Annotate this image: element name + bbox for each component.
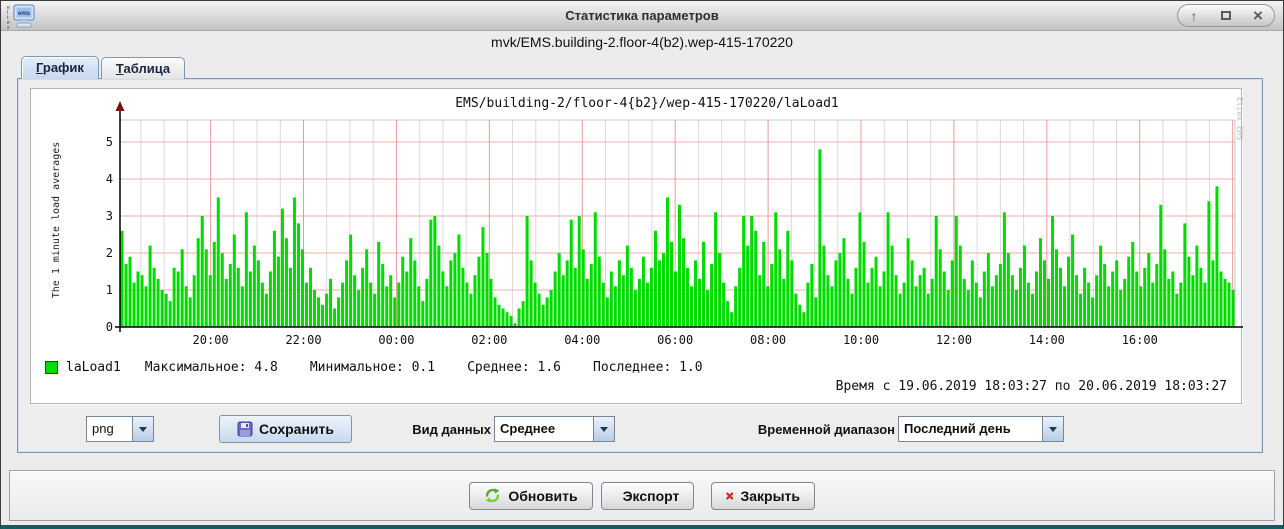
- maximize-button[interactable]: [1214, 6, 1238, 25]
- svg-text:ems: ems: [18, 11, 31, 17]
- format-select-button[interactable]: [132, 417, 153, 441]
- chart-legend: laLoad1 Максимальное: 4.8 Минимальное: 0…: [45, 360, 735, 375]
- data-kind-label: Вид данных: [412, 422, 491, 437]
- svg-text:06:00: 06:00: [657, 333, 693, 347]
- export-button-label: Экспорт: [622, 487, 680, 504]
- close-x-icon: [726, 492, 734, 499]
- svg-text:2: 2: [106, 246, 113, 260]
- legend-max: Максимальное: 4.8: [144, 360, 278, 375]
- tab-grafik-label: График: [36, 60, 84, 75]
- svg-text:16:00: 16:00: [1122, 333, 1158, 347]
- svg-text:e: e: [7, 20, 10, 26]
- svg-text:08:00: 08:00: [750, 333, 786, 347]
- refresh-button-label: Обновить: [508, 487, 578, 504]
- time-range-select-button[interactable]: [1042, 417, 1063, 441]
- format-select-value: png: [92, 421, 114, 436]
- svg-text:20:00: 20:00: [193, 333, 229, 347]
- svg-text:22:00: 22:00: [285, 333, 321, 347]
- footer-button-bar: Обновить Экспорт Закрыть: [9, 470, 1275, 521]
- svg-text:00:00: 00:00: [378, 333, 414, 347]
- chevron-down-icon: [1049, 426, 1057, 432]
- save-button-label: Сохранить: [259, 421, 334, 437]
- data-kind-select-button[interactable]: [593, 417, 614, 441]
- svg-text:10:00: 10:00: [843, 333, 879, 347]
- tab-tablica[interactable]: Таблица: [100, 57, 186, 79]
- tab-tablica-label: Таблица: [115, 61, 171, 76]
- legend-series-name: laLoad1: [66, 360, 121, 375]
- svg-text:12:00: 12:00: [936, 333, 972, 347]
- legend-last: Последнее: 1.0: [593, 360, 703, 375]
- svg-text:l: l: [7, 10, 8, 16]
- svg-text:3: 3: [106, 209, 113, 223]
- close-button-label: Закрыть: [740, 487, 800, 504]
- chevron-down-icon: [139, 426, 147, 432]
- load-average-bar-chart: 0 1 2 3 4 5 20:00 22:00 00:00 02:00 04:00 06:00 08:0…: [51, 96, 1243, 347]
- tab-bar: График Таблица: [21, 56, 187, 79]
- close-button[interactable]: Закрыть: [711, 481, 815, 510]
- close-icon: ×: [1253, 6, 1263, 25]
- time-range-label: Временной диапазон: [757, 422, 895, 437]
- svg-text:1: 1: [106, 283, 113, 297]
- window-title: Статистика параметров: [565, 8, 719, 23]
- device-path-subtitle: mvk/EMS.building-2.floor-4(b2).wep-415-1…: [491, 34, 793, 50]
- svg-text:0: 0: [106, 320, 113, 334]
- svg-text:5: 5: [106, 135, 113, 149]
- format-select[interactable]: png: [86, 416, 154, 442]
- maximize-icon: [1221, 11, 1231, 20]
- data-kind-select[interactable]: Среднее: [494, 416, 615, 442]
- time-range-value: Последний день: [904, 421, 1011, 436]
- floppy-disk-icon: [237, 421, 253, 437]
- svg-text:EMS/building-2/floor-4{b2}/wep: EMS/building-2/floor-4{b2}/wep-415-17022…: [455, 96, 839, 111]
- save-button[interactable]: Сохранить: [219, 415, 352, 443]
- ems-app-icon: e l t e x ems: [6, 3, 38, 31]
- shade-icon: ↑: [1190, 7, 1198, 24]
- svg-text:The 1 minute load averages: The 1 minute load averages: [51, 142, 62, 299]
- legend-min: Минимальное: 0.1: [309, 360, 436, 375]
- graph-tab-panel: 0 1 2 3 4 5 20:00 22:00 00:00 02:00 04:00 06:00 08:0…: [17, 78, 1263, 453]
- refresh-button[interactable]: Обновить: [469, 481, 593, 510]
- svg-text:02:00: 02:00: [471, 333, 507, 347]
- refresh-icon: [485, 488, 500, 503]
- titlebar: e l t e x ems Статистика параметров ↑ ×: [1, 1, 1283, 31]
- chart-image: 0 1 2 3 4 5 20:00 22:00 00:00 02:00 04:00 06:00 08:0…: [30, 88, 1243, 404]
- time-range-text: Время с 19.06.2019 18:03:27 по 20.06.201…: [835, 379, 1227, 394]
- time-range-select[interactable]: Последний день: [898, 416, 1064, 442]
- svg-text:x: x: [7, 25, 10, 30]
- legend-color-swatch: [45, 361, 58, 374]
- svg-text:t: t: [7, 15, 9, 21]
- tab-grafik[interactable]: График: [21, 56, 99, 79]
- svg-text:4: 4: [106, 172, 113, 186]
- window-controls: ↑ ×: [1177, 4, 1275, 27]
- chevron-down-icon: [600, 426, 608, 432]
- export-button[interactable]: Экспорт: [601, 481, 694, 510]
- shade-button[interactable]: ↑: [1182, 6, 1206, 25]
- titlebar-close-button[interactable]: ×: [1246, 6, 1270, 25]
- legend-avg: Среднее: 1.6: [467, 360, 562, 375]
- svg-text:14:00: 14:00: [1029, 333, 1065, 347]
- data-kind-value: Среднее: [500, 421, 556, 436]
- svg-text:04:00: 04:00: [564, 333, 600, 347]
- svg-text:Eltex EMS: Eltex EMS: [1235, 97, 1243, 141]
- svg-text:e: e: [7, 5, 10, 11]
